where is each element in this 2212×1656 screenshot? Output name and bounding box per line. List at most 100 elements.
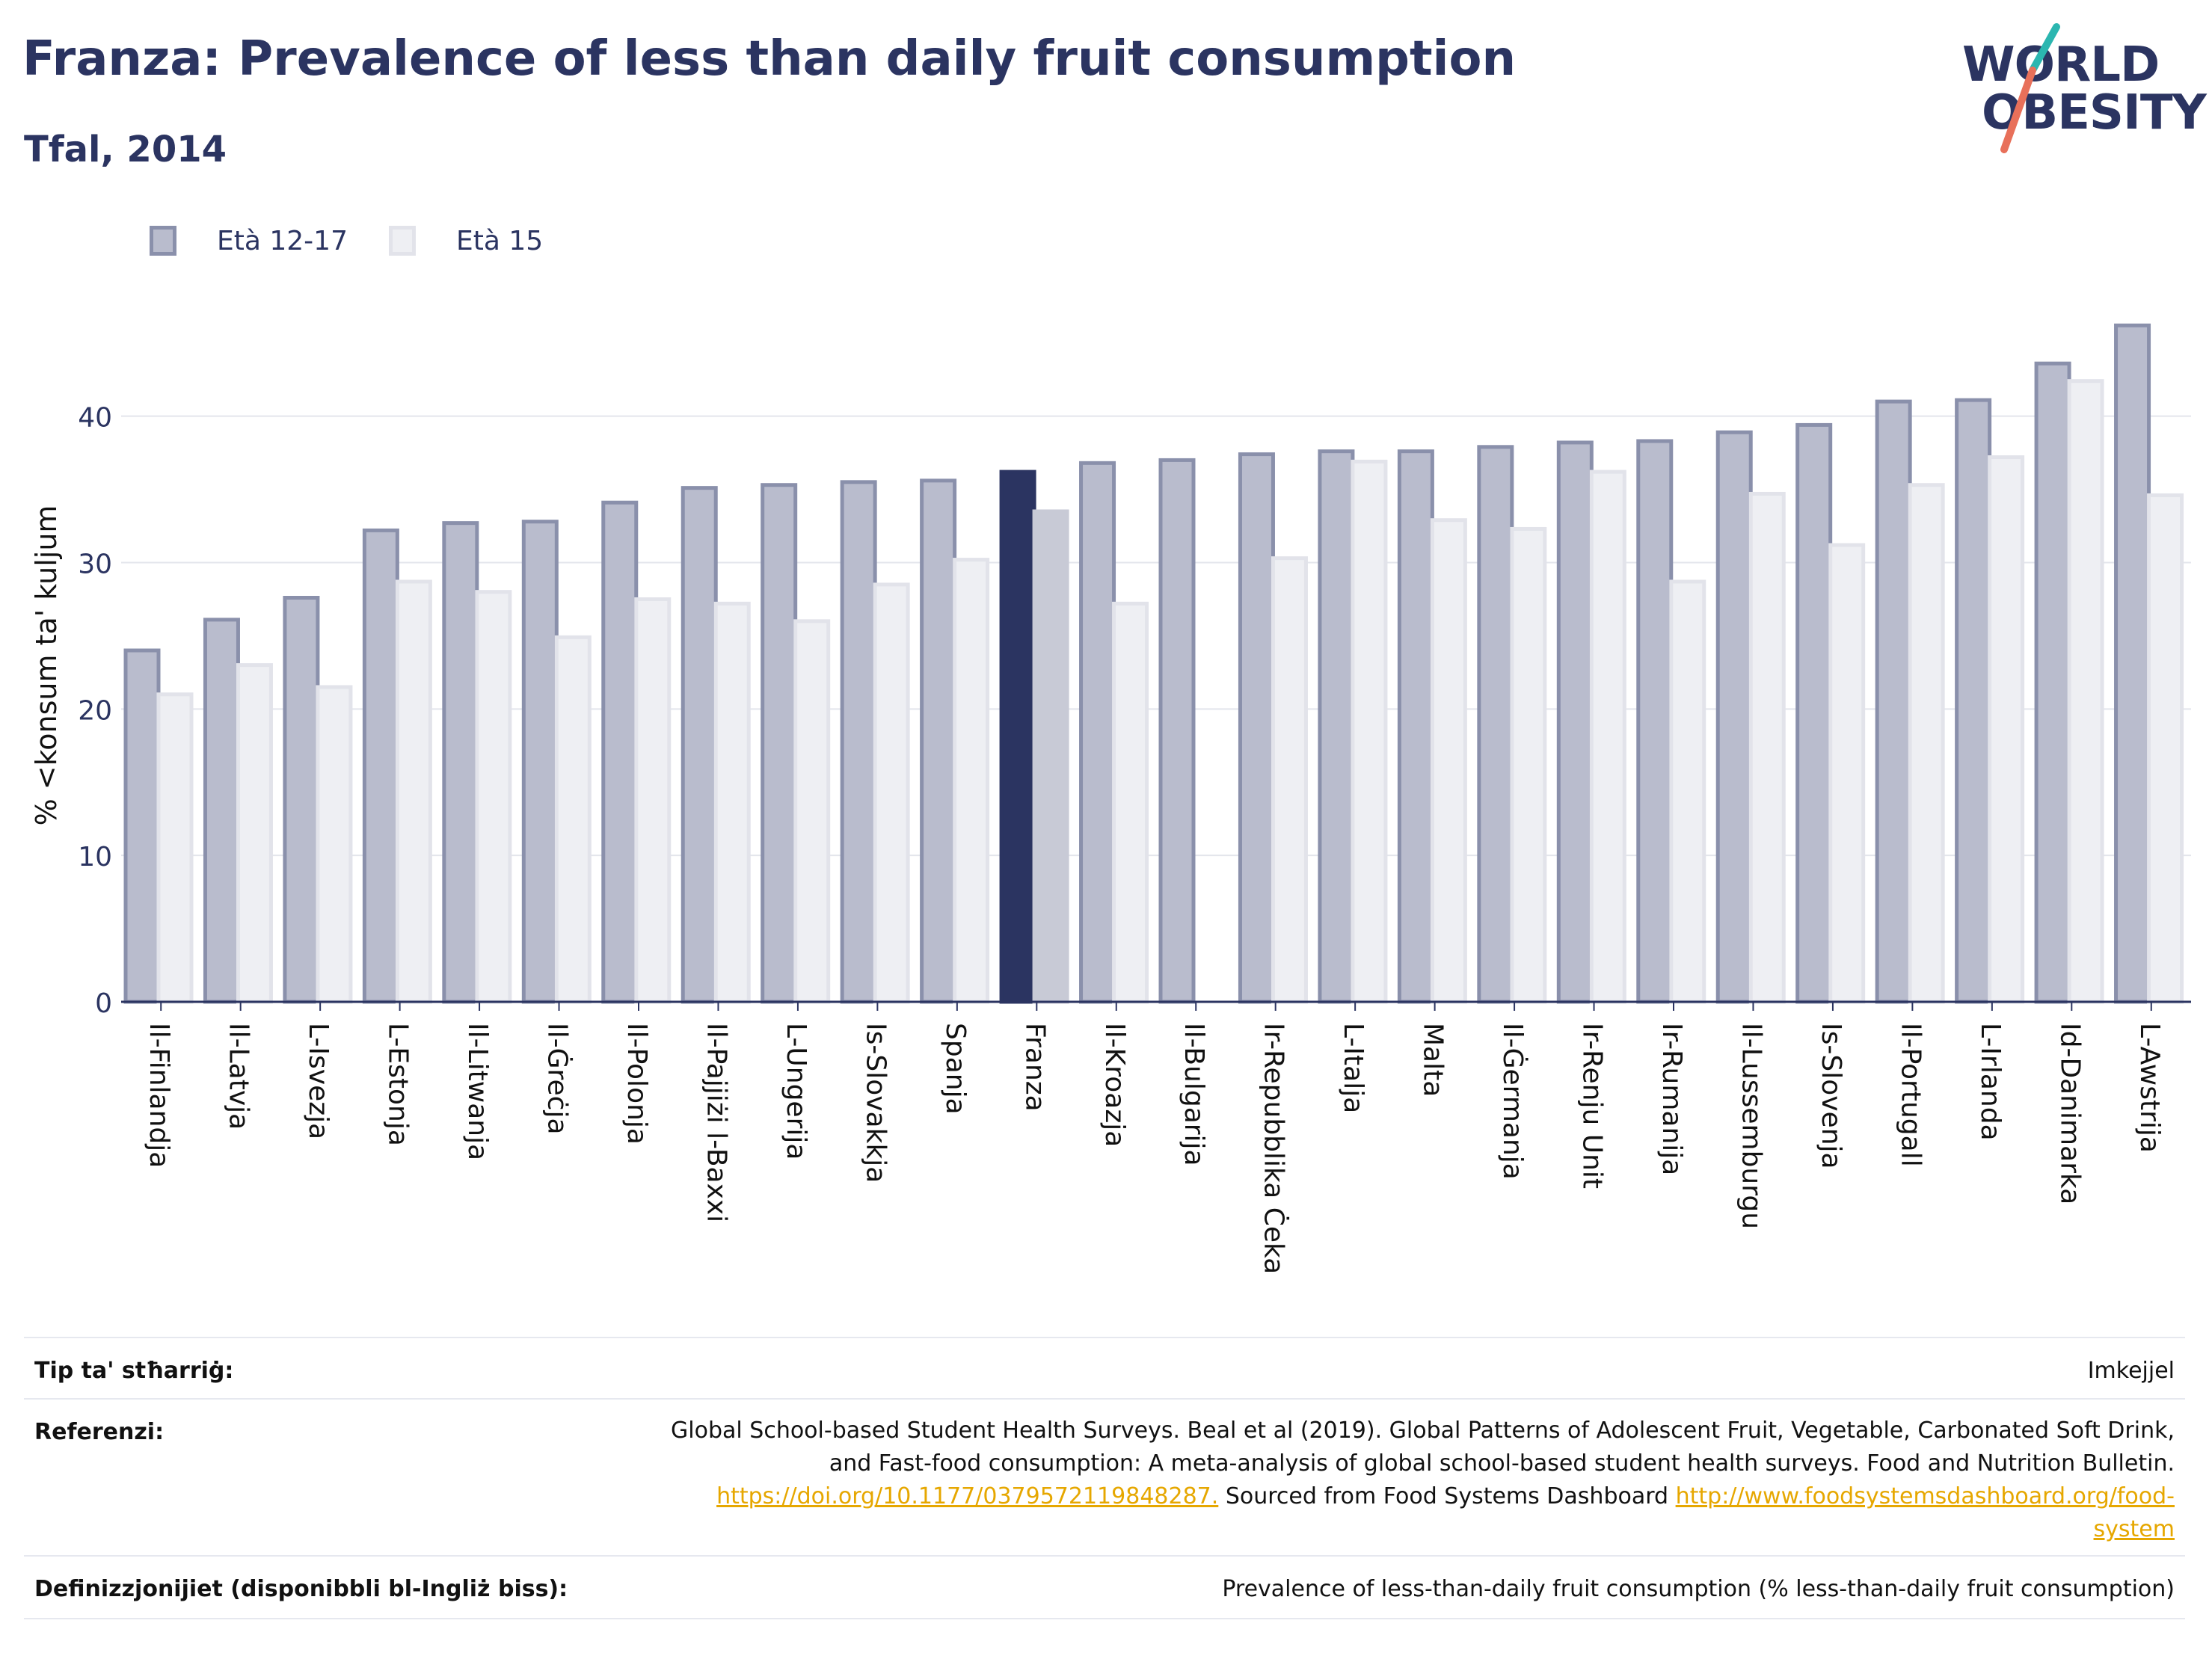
- bar-series-2: [2147, 493, 2184, 1004]
- bar-series-2: [793, 619, 831, 1004]
- reference-line-4: system: [671, 1513, 2175, 1546]
- bar-series-2: [953, 558, 990, 1004]
- x-tick-label: Is-Slovenja: [1816, 1023, 1846, 1169]
- y-tick-label: 40: [78, 403, 112, 434]
- bar-series-2: [713, 601, 751, 1004]
- bar-series-1: [1955, 398, 1992, 1004]
- x-tick-label: Il-Ġermanja: [1497, 1023, 1529, 1180]
- bar-series-1: [1556, 440, 1594, 1004]
- bar-series-1: [1715, 430, 1753, 1004]
- bar-series-2: [1032, 509, 1069, 1004]
- bar-series-2: [1669, 579, 1706, 1004]
- footer-value-references: Global School-based Student Health Surve…: [671, 1415, 2175, 1546]
- x-tick-label: Ir-Repubblika Ċeka: [1259, 1023, 1290, 1274]
- bar-series-2: [1828, 543, 1866, 1004]
- bar-series-1: [1397, 449, 1434, 1004]
- bar-series-1: [1795, 422, 1833, 1004]
- bar-series-1: [999, 470, 1036, 1004]
- bar-series-2: [1988, 455, 2025, 1004]
- x-tick-label: L-Italja: [1338, 1023, 1368, 1113]
- bar-series-2: [1351, 459, 1388, 1004]
- x-tick-label: L-Isvezja: [303, 1023, 334, 1139]
- x-tick-label: L-Ungerija: [781, 1023, 811, 1160]
- bar-series-1: [362, 528, 399, 1004]
- reference-line-1: Global School-based Student Health Surve…: [671, 1418, 2175, 1444]
- x-tick-label: Il-Latvja: [224, 1023, 254, 1130]
- bar-series-2: [1510, 526, 1547, 1004]
- bar-series-1: [681, 486, 718, 1004]
- y-tick-label: 30: [78, 550, 112, 580]
- x-tick-label: Spanja: [940, 1023, 971, 1115]
- food-systems-link-continued[interactable]: system: [2093, 1516, 2175, 1542]
- bar-series-1: [1079, 461, 1116, 1004]
- food-systems-link[interactable]: http://www.foodsystemsdashboard.org/food…: [1675, 1483, 2175, 1509]
- bar-series-2: [873, 582, 910, 1004]
- bar-series-1: [1158, 458, 1196, 1004]
- bar-series-1: [2114, 323, 2151, 1004]
- bar-series-1: [1238, 452, 1275, 1004]
- bar-chart: 0 10 20 30 40 % <konsum ta' kuljum Il-Finlandj…: [30, 323, 2191, 1274]
- bar-series-1: [840, 480, 877, 1004]
- bar-series-1: [2034, 361, 2071, 1004]
- x-tick-label: Il-Ġreċja: [542, 1023, 574, 1135]
- bar-series-2: [1748, 491, 1786, 1004]
- bar-series-2: [634, 597, 672, 1004]
- footer-label-references: Referenzi:: [34, 1419, 165, 1445]
- y-tick-label: 20: [78, 695, 112, 726]
- x-tick-label: Id-Danimarka: [2054, 1023, 2085, 1204]
- bar-series-2: [475, 590, 512, 1004]
- bar-series-1: [203, 618, 240, 1004]
- x-tick-label: L-Awstrija: [2134, 1023, 2165, 1153]
- bar-series-1: [123, 648, 161, 1004]
- bar-series-1: [920, 478, 957, 1004]
- doi-link[interactable]: https://doi.org/10.1177/0379572119848287…: [716, 1483, 1219, 1509]
- x-tick-label: Franza: [1019, 1023, 1050, 1112]
- bar-series-2: [1589, 470, 1626, 1004]
- x-tick-label: Il-Pajjiżi l-Baxxi: [701, 1023, 731, 1222]
- x-tick-label: Il-Portugall: [1895, 1023, 1926, 1167]
- bar-series-1: [601, 500, 639, 1004]
- x-tick-label: Ir-Renju Unit: [1577, 1023, 1608, 1189]
- bar-series-2: [395, 579, 432, 1004]
- bar-series-2: [1271, 556, 1308, 1004]
- legend-swatch-series-2: [389, 226, 416, 256]
- reference-line-2: and Fast-food consumption: A meta-analys…: [829, 1450, 2175, 1477]
- bar-series-2: [1112, 601, 1149, 1004]
- bar-series-1: [1477, 445, 1514, 1004]
- bar-series-1: [442, 521, 479, 1004]
- x-tick-label: Il-Polonja: [621, 1023, 652, 1145]
- bar-series-2: [1430, 518, 1467, 1004]
- legend-label-series-2: Età 15: [456, 226, 544, 256]
- bar-series-2: [2067, 379, 2104, 1004]
- legend-label-series-1: Età 12-17: [217, 226, 348, 256]
- y-axis-label: % <konsum ta' kuljum: [30, 505, 63, 826]
- logo-line-1: WORLD: [1962, 37, 2160, 93]
- bar-series-1: [1875, 399, 1912, 1004]
- x-tick-label: Il-Finlandja: [144, 1023, 174, 1168]
- x-tick-label: Ir-Rumanija: [1656, 1023, 1687, 1175]
- bar-series-2: [236, 663, 273, 1004]
- x-tick-label: L-Irlanda: [1975, 1023, 2006, 1141]
- footer-value-survey-type: Imkejjel: [2087, 1358, 2175, 1384]
- world-obesity-logo: WORLD OBESITY: [1944, 22, 2207, 164]
- footer-row-survey-type: Tip ta' stħarriġ: Imkejjel: [24, 1337, 2185, 1400]
- x-tick-label: Il-Litwanja: [462, 1023, 493, 1160]
- footer-row-references: Referenzi: Global School-based Student H…: [24, 1398, 2185, 1557]
- bar-series-2: [316, 685, 353, 1004]
- footer-row-definitions: Definizzjonijiet (disponibbli bl-Ingliż …: [24, 1555, 2185, 1619]
- x-tick-label: Il-Kroazja: [1099, 1023, 1130, 1147]
- bar-series-1: [761, 483, 798, 1004]
- footer-label-survey-type: Tip ta' stħarriġ:: [34, 1358, 234, 1384]
- bar-series-1: [283, 596, 320, 1004]
- bar-series-2: [554, 635, 592, 1004]
- x-tick-label: Malta: [1418, 1023, 1448, 1097]
- footer-value-definitions: Prevalence of less-than-daily fruit cons…: [1222, 1576, 2175, 1602]
- bar-series-2: [1908, 483, 1945, 1004]
- page-subtitle: Tfal, 2014: [24, 129, 227, 170]
- x-tick-label: Il-Bulgarija: [1179, 1023, 1209, 1166]
- legend-swatch-series-1: [150, 226, 176, 256]
- bar-series-2: [156, 692, 194, 1004]
- bar-series-1: [1636, 439, 1674, 1004]
- y-tick-label: 10: [78, 842, 112, 872]
- y-tick-label: 0: [95, 988, 112, 1019]
